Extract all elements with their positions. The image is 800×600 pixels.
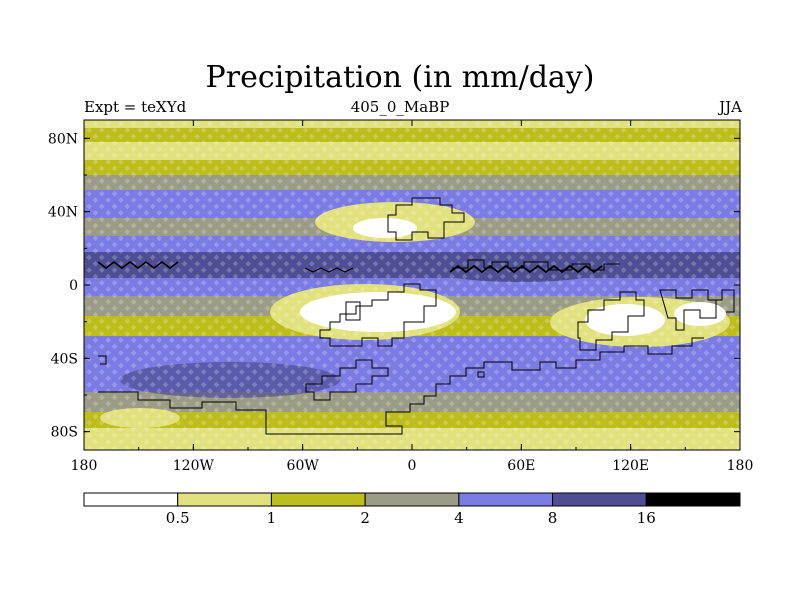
x-tick-label-6: 180 [727, 458, 754, 474]
outline-asia [452, 259, 620, 271]
colorbar: 0.5 1 2 4 8 16 [83, 492, 741, 527]
outline-madagascar [345, 301, 361, 321]
outline-africa-north [387, 197, 465, 241]
hatch-overlay [84, 120, 740, 450]
y-tick-label-3: 40S [51, 351, 78, 367]
period-label: 405_0_MaBP [350, 98, 450, 116]
colorbar-box-5 [552, 492, 647, 507]
colorbar-label-1: 1 [267, 509, 277, 527]
y-tick-label-2: 0 [69, 278, 78, 294]
y-tick-label-1: 40N [48, 205, 78, 221]
heavy-rain-atlantic [304, 267, 354, 273]
colorbar-box-3 [364, 492, 460, 507]
continent-outlines [98, 197, 735, 435]
axis-labels: 180 120W 60W 0 60E 120E 180 80N 40N 0 40S 80S [48, 131, 753, 474]
outline-small-island [477, 371, 485, 378]
outline-australia [577, 291, 645, 351]
colorbar-label-2: 2 [360, 509, 370, 527]
x-tick-label-0: 180 [71, 458, 98, 474]
colorbar-box-0 [83, 492, 179, 507]
x-tick-label-3: 0 [408, 458, 417, 474]
season-label: JJA [719, 98, 742, 116]
outline-africa-south [319, 283, 437, 347]
colorbar-label-0: 0.5 [166, 509, 190, 527]
colorbar-box-4 [458, 492, 554, 507]
x-tick-label-1: 120W [173, 458, 215, 474]
outline-south-shelf [98, 337, 704, 435]
map-area [84, 120, 740, 450]
chart-title: Precipitation (in mm/day) [205, 60, 595, 95]
outline-maritime [659, 289, 717, 331]
x-tick-label-2: 60W [287, 458, 320, 474]
heavy-rain-indian [449, 264, 603, 274]
outline-east-pacific [714, 289, 735, 313]
experiment-label: Expt = teXYd [84, 98, 187, 116]
colorbar-box-6 [645, 492, 741, 507]
colorbar-box-1 [177, 492, 272, 507]
colorbar-label-4: 8 [548, 509, 558, 527]
colorbar-label-5: 16 [637, 509, 656, 527]
heavy-rain-pacific [97, 261, 179, 269]
axis-ticks [83, 120, 741, 450]
y-tick-label-0: 80N [48, 131, 78, 147]
colorbar-label-3: 4 [454, 509, 464, 527]
y-tick-label-4: 80S [51, 425, 78, 441]
outline-antarctic-peninsula [305, 359, 389, 401]
colorbar-box-2 [270, 492, 366, 507]
x-tick-label-4: 60E [507, 458, 535, 474]
x-tick-label-5: 120E [612, 458, 649, 474]
